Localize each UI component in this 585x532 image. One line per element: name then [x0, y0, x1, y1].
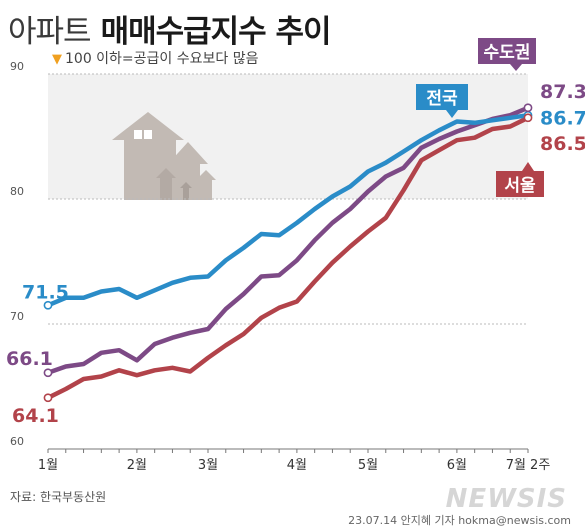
- title-bold: 매매수급지수 추이: [100, 14, 332, 50]
- chart-title: 아파트 매매수급지수 추이: [8, 6, 332, 51]
- house-icon: [112, 112, 216, 200]
- x-tick-label: 3월: [198, 458, 218, 473]
- series-line: [45, 115, 531, 401]
- y-tick-label: 80: [10, 185, 24, 198]
- down-triangle-icon: ▼: [52, 52, 62, 67]
- y-tick-label: 70: [10, 310, 24, 323]
- series-start-label: 64.1: [12, 405, 59, 427]
- series-tag-box: [496, 162, 544, 197]
- series-tag-label: 수도권: [484, 43, 531, 63]
- series-end-label: 86.7: [540, 107, 585, 129]
- credit-text: 23.07.14 안지혜 기자 hokma@newsis.com: [348, 514, 571, 527]
- source-text: 자료: 한국부동산원: [10, 490, 107, 504]
- x-tick-label: 6월: [447, 458, 467, 473]
- x-tick-label: 1월: [38, 458, 58, 473]
- series-line: [45, 112, 531, 308]
- note-text: 100 이하=공급이 수요보다 많음: [65, 51, 259, 67]
- x-tick-label: 4월: [287, 458, 307, 473]
- chart-note: ▼ 100 이하=공급이 수요보다 많음: [52, 48, 258, 68]
- series-end-point: [523, 103, 533, 113]
- series-tag-box: [478, 38, 536, 71]
- x-tick-label: 5월: [358, 458, 378, 473]
- y-tick-label: 90: [10, 60, 24, 73]
- y-tick-label: 60: [10, 435, 24, 448]
- series-end-point: [523, 113, 533, 123]
- series-end-label: 87.3: [540, 81, 585, 103]
- series-tag-label: 서울: [504, 176, 536, 196]
- series-start-point: [43, 300, 53, 310]
- title-light: 아파트: [8, 14, 92, 50]
- series-end-label: 86.5: [540, 133, 585, 155]
- x-tick-label: 2월: [127, 458, 147, 473]
- series-start-label: 71.5: [22, 281, 69, 303]
- series-line: [45, 105, 531, 376]
- watermark: NEWSIS: [445, 484, 567, 514]
- series-start-point: [43, 393, 53, 403]
- x-tick-label: 7월 2주: [506, 458, 551, 473]
- series-start-label: 66.1: [6, 348, 53, 370]
- series-start-point: [43, 368, 53, 378]
- series-tag-label: 전국: [426, 89, 458, 109]
- series-tag-box: [416, 84, 468, 118]
